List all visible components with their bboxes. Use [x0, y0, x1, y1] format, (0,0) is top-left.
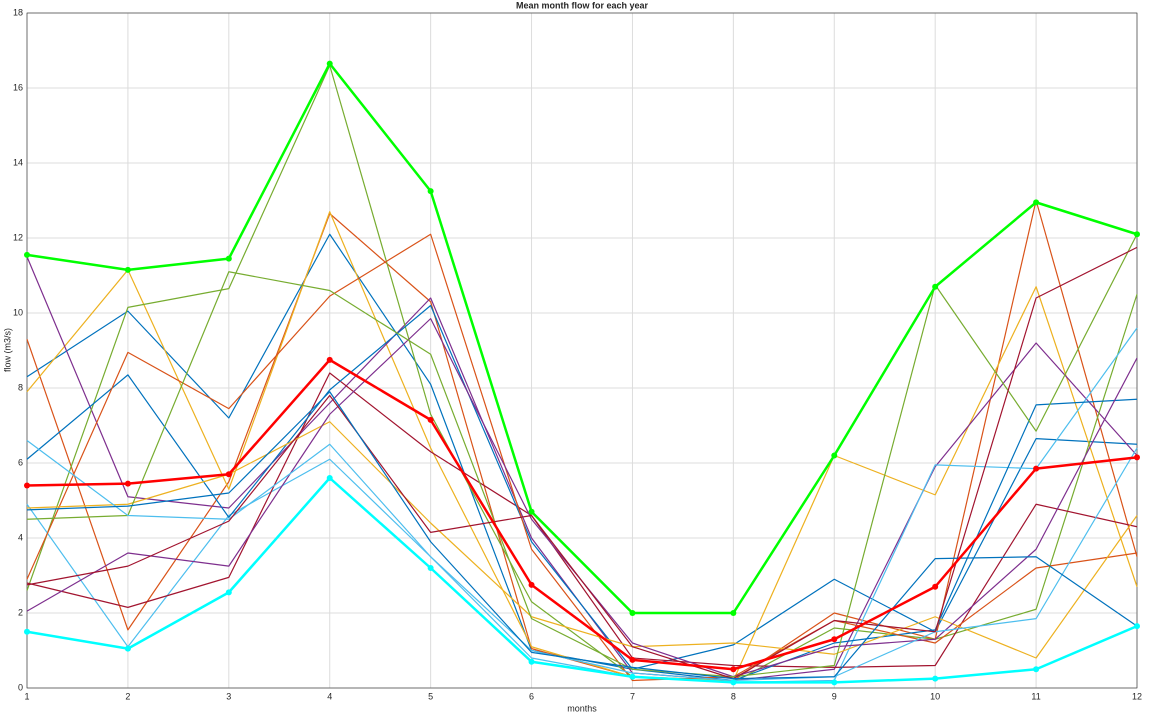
x-tick-label: 10 — [930, 691, 940, 701]
series-line — [26, 391, 1138, 680]
point-marker — [124, 645, 131, 652]
point-marker — [1134, 231, 1140, 238]
chart-title: Mean month flow for each year — [516, 0, 649, 10]
point-marker — [225, 471, 232, 478]
point-marker — [1033, 666, 1040, 673]
series-line — [26, 440, 1138, 682]
point-marker — [1033, 199, 1040, 206]
point-marker — [124, 480, 131, 487]
y-tick-label: 14 — [13, 157, 23, 167]
y-tick-label: 0 — [18, 682, 23, 692]
x-tick-label: 2 — [125, 691, 130, 701]
series-line — [26, 358, 1138, 671]
x-tick-label: 8 — [731, 691, 736, 701]
y-tick-label: 10 — [13, 307, 23, 317]
y-tick-label: 16 — [13, 82, 23, 92]
point-marker — [528, 508, 535, 515]
x-tick-label: 12 — [1132, 691, 1142, 701]
point-marker — [831, 452, 838, 459]
point-marker — [24, 482, 30, 489]
point-marker — [24, 628, 30, 635]
point-marker — [1033, 465, 1040, 472]
x-tick-label: 5 — [428, 691, 433, 701]
point-marker — [629, 656, 636, 663]
x-axis-label: months — [567, 703, 597, 713]
point-marker — [1134, 454, 1140, 461]
point-marker — [427, 565, 434, 571]
x-tick-label: 3 — [226, 691, 231, 701]
point-marker — [831, 679, 838, 686]
series-line — [26, 62, 1138, 615]
series-line — [26, 246, 1138, 680]
x-tick-label: 7 — [630, 691, 635, 701]
y-tick-label: 8 — [18, 382, 23, 392]
y-axis-label: flow (m3/s) — [2, 328, 12, 372]
y-tick-label: 6 — [18, 457, 23, 467]
point-marker — [124, 266, 131, 273]
point-marker — [326, 60, 333, 67]
point-marker — [932, 675, 939, 682]
point-marker — [730, 610, 737, 616]
x-tick-label: 11 — [1031, 691, 1040, 701]
point-marker — [326, 356, 333, 363]
y-tick-label: 18 — [13, 7, 23, 17]
x-tick-label: 6 — [529, 691, 534, 701]
point-marker — [225, 589, 232, 596]
x-tick-label: 9 — [832, 691, 837, 701]
x-tick-label: 4 — [327, 691, 332, 701]
point-marker — [427, 416, 434, 423]
x-tick-label: 1 — [24, 691, 29, 701]
point-marker — [730, 666, 737, 673]
point-marker — [528, 581, 535, 588]
series-line — [26, 233, 1138, 670]
series-line — [26, 476, 1138, 684]
y-tick-label: 2 — [18, 607, 23, 617]
series-line — [26, 372, 1138, 668]
point-marker — [932, 283, 939, 290]
point-marker — [427, 188, 434, 195]
point-marker — [24, 251, 30, 258]
y-tick-label: 4 — [18, 532, 23, 542]
point-marker — [225, 255, 232, 262]
series-line — [26, 233, 1138, 682]
point-marker — [831, 636, 838, 643]
series-line — [26, 327, 1138, 683]
y-tick-label: 12 — [13, 232, 23, 242]
point-marker — [932, 583, 939, 590]
point-marker — [1134, 623, 1140, 630]
series-line — [26, 304, 1138, 682]
point-marker — [326, 475, 333, 481]
series-line — [26, 64, 1138, 683]
plot-frame — [26, 12, 1138, 689]
point-marker — [629, 673, 636, 680]
point-marker — [629, 610, 636, 616]
point-marker — [528, 658, 535, 665]
point-marker — [730, 679, 737, 686]
series-line — [26, 233, 1138, 678]
